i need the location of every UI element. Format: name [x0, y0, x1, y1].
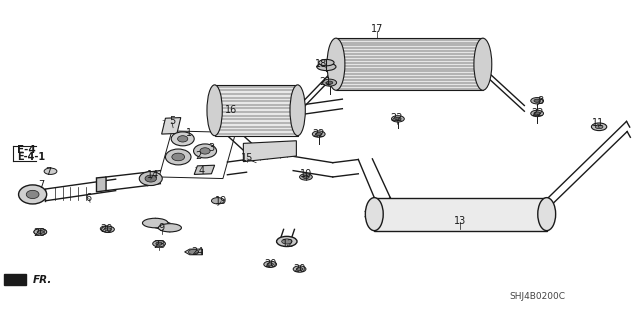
Ellipse shape: [200, 148, 210, 154]
Ellipse shape: [102, 226, 114, 232]
Polygon shape: [336, 38, 483, 90]
Text: 1: 1: [186, 128, 192, 137]
Text: SHJ4B0200C: SHJ4B0200C: [509, 292, 565, 300]
Text: 22: 22: [531, 108, 543, 118]
Text: 18: 18: [315, 59, 328, 69]
Ellipse shape: [392, 116, 404, 122]
Text: 17: 17: [371, 24, 383, 34]
Ellipse shape: [159, 224, 181, 232]
Ellipse shape: [365, 197, 383, 231]
Ellipse shape: [276, 236, 297, 247]
Ellipse shape: [316, 132, 322, 136]
Text: 6: 6: [86, 193, 92, 203]
Text: 12: 12: [282, 239, 294, 249]
Text: 5: 5: [169, 116, 175, 126]
Text: 23: 23: [153, 240, 165, 250]
Polygon shape: [243, 141, 296, 162]
Text: 20: 20: [293, 264, 306, 274]
Text: 3: 3: [209, 143, 214, 153]
Ellipse shape: [531, 110, 543, 117]
Ellipse shape: [327, 38, 345, 90]
Text: 8: 8: [537, 96, 543, 106]
Polygon shape: [374, 197, 547, 231]
Ellipse shape: [44, 168, 57, 174]
Ellipse shape: [207, 85, 222, 136]
Ellipse shape: [102, 226, 115, 233]
Text: 20: 20: [264, 259, 276, 269]
Ellipse shape: [193, 144, 216, 158]
Ellipse shape: [26, 190, 39, 198]
Ellipse shape: [37, 230, 44, 234]
Ellipse shape: [474, 38, 492, 90]
Ellipse shape: [105, 228, 111, 231]
Ellipse shape: [538, 197, 556, 231]
Ellipse shape: [19, 185, 47, 204]
Polygon shape: [162, 118, 180, 134]
Text: 9: 9: [159, 223, 164, 233]
Text: 19: 19: [215, 196, 227, 206]
Polygon shape: [4, 274, 26, 285]
Text: 20: 20: [33, 227, 45, 238]
Text: 24: 24: [191, 247, 204, 256]
Ellipse shape: [312, 131, 325, 137]
Polygon shape: [194, 165, 214, 174]
Text: FR.: FR.: [33, 275, 52, 285]
Ellipse shape: [177, 136, 188, 142]
Ellipse shape: [172, 132, 194, 146]
Text: 20: 20: [100, 224, 112, 234]
Ellipse shape: [591, 123, 607, 130]
Text: E-4: E-4: [17, 145, 35, 155]
Ellipse shape: [303, 175, 309, 179]
Text: 15: 15: [241, 153, 253, 163]
Text: E-4-1: E-4-1: [17, 152, 45, 162]
Text: 22: 22: [312, 129, 325, 139]
Text: 4: 4: [199, 166, 205, 176]
Polygon shape: [97, 177, 106, 192]
Ellipse shape: [166, 149, 191, 165]
Ellipse shape: [300, 174, 312, 180]
Ellipse shape: [296, 268, 303, 271]
Ellipse shape: [323, 79, 337, 86]
Ellipse shape: [267, 263, 273, 266]
Text: 10: 10: [300, 169, 312, 179]
Text: 14: 14: [147, 170, 159, 180]
Ellipse shape: [290, 85, 305, 136]
Ellipse shape: [534, 99, 540, 102]
Ellipse shape: [34, 229, 47, 235]
Ellipse shape: [140, 172, 163, 186]
Ellipse shape: [326, 81, 333, 84]
Ellipse shape: [595, 125, 603, 129]
Text: 22: 22: [390, 113, 403, 123]
Text: 7: 7: [45, 167, 52, 177]
Ellipse shape: [37, 230, 44, 234]
Ellipse shape: [531, 98, 543, 104]
Ellipse shape: [172, 153, 184, 161]
Text: 16: 16: [225, 105, 237, 115]
Polygon shape: [184, 249, 202, 255]
Ellipse shape: [143, 218, 168, 228]
Ellipse shape: [34, 229, 47, 235]
Polygon shape: [214, 85, 298, 136]
Text: 7: 7: [38, 180, 44, 190]
Ellipse shape: [211, 197, 224, 204]
Text: 21: 21: [319, 77, 332, 87]
Text: 2: 2: [196, 151, 202, 161]
Text: 11: 11: [591, 118, 604, 128]
Text: 13: 13: [454, 216, 467, 226]
Ellipse shape: [293, 266, 306, 272]
Ellipse shape: [534, 112, 540, 115]
Ellipse shape: [145, 175, 157, 182]
Ellipse shape: [156, 242, 163, 245]
Ellipse shape: [188, 249, 198, 255]
Ellipse shape: [264, 261, 276, 268]
Ellipse shape: [395, 117, 401, 121]
Ellipse shape: [282, 239, 292, 244]
Ellipse shape: [317, 63, 336, 70]
Ellipse shape: [319, 59, 334, 66]
Ellipse shape: [153, 241, 166, 247]
Ellipse shape: [100, 226, 112, 232]
